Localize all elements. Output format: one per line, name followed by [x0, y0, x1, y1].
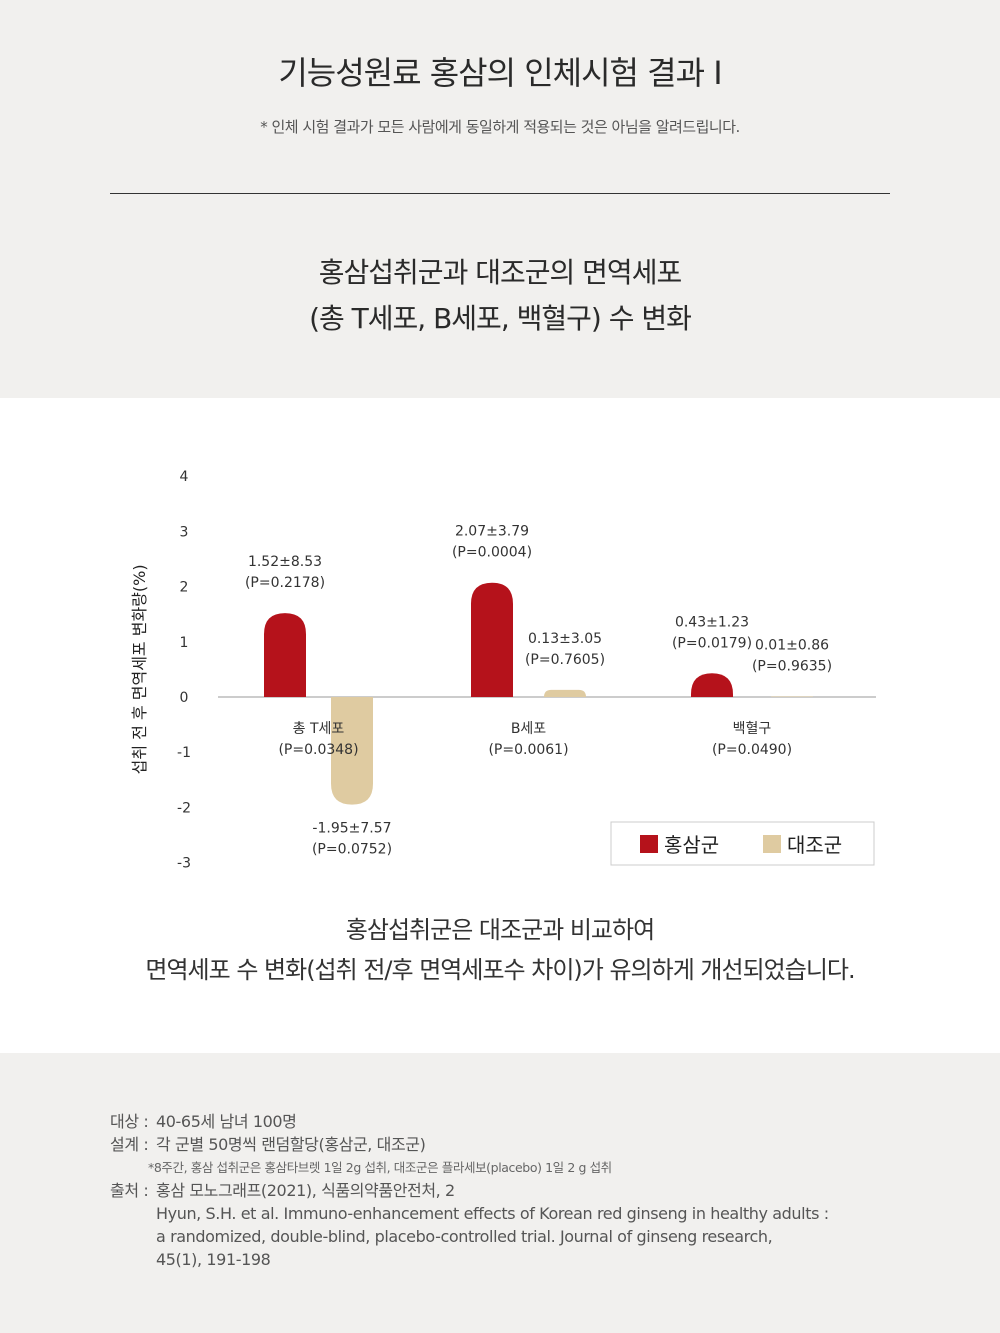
bar-red-ginseng	[471, 582, 513, 697]
top-background	[0, 0, 1000, 398]
y-tick-label: -3	[177, 856, 191, 872]
design-text: 각 군별 50명씩 랜덤할당(홍삼군, 대조군)	[156, 1135, 426, 1154]
source-row: 출처 : 홍삼 모노그래프(2021), 식품의약품안전처, 2	[110, 1179, 930, 1202]
subject-row: 대상 : 40-65세 남녀 100명	[110, 1110, 930, 1133]
bar-red-ginseng	[691, 673, 733, 697]
category-pvalue: (P=0.0061)	[488, 742, 568, 758]
y-axis-label: 섭취 전 후 면역세포 변화량(%)	[130, 564, 149, 774]
y-tick-label: -2	[177, 800, 191, 816]
y-tick-label: 4	[180, 469, 189, 485]
data-label-pvalue: (P=0.0752)	[312, 842, 392, 858]
data-label: 0.01±0.86	[755, 637, 829, 653]
reference-line2: a randomized, double-blind, placebo-cont…	[156, 1227, 773, 1246]
bar-control	[331, 697, 373, 805]
data-label: 0.13±3.05	[528, 631, 602, 647]
data-label-pvalue: (P=0.7605)	[525, 652, 605, 668]
legend-swatch-red-ginseng	[640, 835, 658, 853]
legend-swatch-control	[763, 835, 781, 853]
data-label-pvalue: (P=0.9635)	[752, 658, 832, 674]
y-tick-label: 3	[180, 524, 189, 540]
y-tick-label: 1	[180, 635, 189, 651]
footnotes: 대상 : 40-65세 남녀 100명 설계 : 각 군별 50명씩 랜덤할당(홍삼…	[110, 1110, 930, 1271]
y-tick-label: 2	[180, 580, 189, 596]
data-label-pvalue: (P=0.2178)	[245, 575, 325, 591]
category-pvalue: (P=0.0348)	[278, 742, 358, 758]
bar-red-ginseng	[264, 613, 306, 697]
data-label: -1.95±7.57	[312, 821, 391, 837]
conclusion-line2: 면역세포 수 변화(섭취 전/후 면역세포수 차이)가 유의하게 개선되었습니다…	[145, 956, 855, 984]
data-label-pvalue: (P=0.0004)	[452, 545, 532, 561]
reference-line1: Hyun, S.H. et al. Immuno-enhancement eff…	[156, 1204, 829, 1223]
bar-control	[771, 696, 813, 697]
y-tick-label: -1	[177, 745, 191, 761]
data-label: 1.52±8.53	[248, 554, 322, 570]
disclaimer-note: * 인체 시험 결과가 모든 사람에게 동일하게 적용되는 것은 아님을 알려드…	[260, 118, 740, 136]
divider	[110, 193, 890, 194]
design-note: *8주간, 홍삼 섭취군은 홍삼타브렛 1일 2g 섭취, 대조군은 플라세보(…	[148, 1160, 612, 1175]
source-label: 출처 :	[110, 1181, 149, 1200]
subject-text: 40-65세 남녀 100명	[156, 1112, 297, 1131]
conclusion-text: 홍삼섭취군은 대조군과 비교하여 면역세포 수 변화(섭취 전/후 면역세포수 …	[0, 910, 1000, 990]
page-title: 기능성원료 홍삼의 인체시험 결과 I	[278, 54, 722, 92]
category-label: 총 T세포	[293, 721, 345, 737]
immune-cell-bar-chart: 4 3 2 1 0 -1 -2 -3 섭취 전 후 면역세포 변화량(%) 1.52±8.53 (P…	[130, 469, 876, 872]
y-tick-label: 0	[180, 690, 189, 706]
section-title-line2: (총 T세포, B세포, 백혈구) 수 변화	[309, 302, 692, 335]
category-label: B세포	[511, 721, 546, 737]
section-title-line1: 홍삼섭취군과 대조군의 면역세포	[318, 256, 682, 289]
section-title: 홍삼섭취군과 대조군의 면역세포 (총 T세포, B세포, 백혈구) 수 변화	[0, 250, 1000, 342]
subject-label: 대상 :	[110, 1112, 149, 1131]
reference-line3: 45(1), 191-198	[156, 1250, 271, 1269]
category-label: 백혈구	[733, 721, 772, 737]
source-text: 홍삼 모노그래프(2021), 식품의약품안전처, 2	[156, 1181, 455, 1200]
design-label: 설계 :	[110, 1135, 149, 1154]
legend-label-red-ginseng: 홍삼군	[664, 833, 719, 857]
data-label: 0.43±1.23	[675, 614, 749, 630]
design-row: 설계 : 각 군별 50명씩 랜덤할당(홍삼군, 대조군)	[110, 1133, 930, 1156]
bar-control	[544, 689, 586, 697]
category-pvalue: (P=0.0490)	[712, 742, 792, 758]
data-label: 2.07±3.79	[455, 524, 529, 540]
data-label-pvalue: (P=0.0179)	[672, 635, 752, 651]
footnote-background	[0, 1053, 1000, 1333]
chart-background	[0, 398, 1000, 1053]
conclusion-line1: 홍삼섭취군은 대조군과 비교하여	[345, 916, 655, 944]
legend-label-control: 대조군	[787, 833, 842, 857]
